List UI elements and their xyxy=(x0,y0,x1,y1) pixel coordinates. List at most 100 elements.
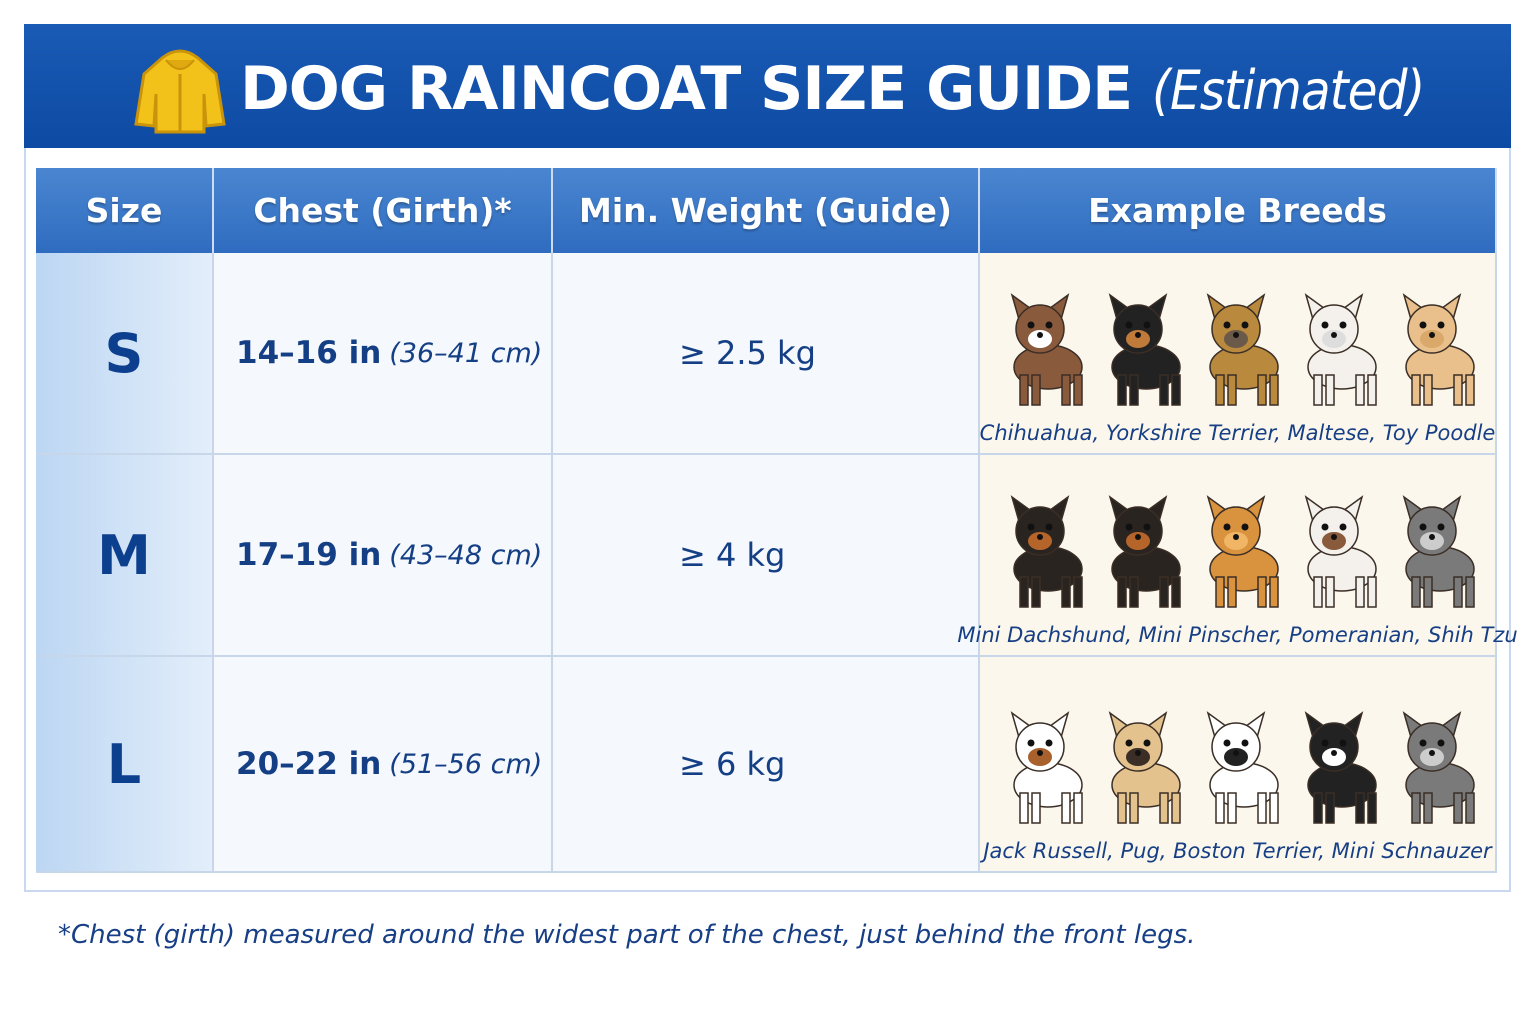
dog-head xyxy=(1406,506,1457,556)
dog-eye xyxy=(1437,523,1444,531)
dog-muzzle xyxy=(1027,532,1052,550)
dog-nose xyxy=(1036,750,1043,756)
dog-eye xyxy=(1241,321,1248,329)
dog-muzzle xyxy=(1125,330,1150,348)
dog-nose xyxy=(1134,332,1141,338)
dog-muzzle xyxy=(1419,748,1444,766)
dog-leg xyxy=(1158,792,1169,824)
dog-eye xyxy=(1125,523,1132,531)
dog-illustration xyxy=(1108,293,1181,406)
dog-muzzle xyxy=(1125,748,1150,766)
dog-head xyxy=(1014,722,1065,772)
dog-nose xyxy=(1036,332,1043,338)
dog-leg xyxy=(1170,576,1181,608)
dog-nose xyxy=(1036,534,1043,540)
dog-leg xyxy=(1422,792,1433,824)
dog-eye xyxy=(1339,321,1346,329)
dog-eye xyxy=(1321,321,1328,329)
dog-head xyxy=(1308,304,1359,354)
dog-leg xyxy=(1256,374,1267,406)
dog-leg xyxy=(1030,792,1041,824)
dog-head xyxy=(1308,506,1359,556)
dog-leg xyxy=(1324,576,1335,608)
dog-head xyxy=(1210,304,1261,354)
footnote: *Chest (girth) measured around the wides… xyxy=(58,920,1196,950)
weight-cell: ≥ 4 kg xyxy=(553,455,980,657)
dog-illustration xyxy=(1206,495,1279,608)
breeds-text: Chihuahua, Yorkshire Terrier, Maltese, T… xyxy=(979,421,1496,445)
dog-nose xyxy=(1232,332,1239,338)
dog-head xyxy=(1210,506,1261,556)
breeds-cell: Mini Dachshund, Mini Pinscher, Pomerania… xyxy=(957,455,1518,657)
dog-eye xyxy=(1143,739,1150,747)
dog-row xyxy=(1010,495,1475,608)
column-header: Example Breeds xyxy=(980,168,1497,253)
dog-muzzle xyxy=(1223,748,1248,766)
dog-leg xyxy=(1214,792,1225,824)
dog-leg xyxy=(1452,374,1463,406)
dog-nose xyxy=(1428,534,1435,540)
dog-leg xyxy=(1060,374,1071,406)
dog-nose xyxy=(1330,332,1337,338)
dog-leg xyxy=(1226,576,1237,608)
dog-leg xyxy=(1452,792,1463,824)
dog-illustration xyxy=(1304,495,1377,608)
dog-illustration xyxy=(1010,293,1083,406)
dog-eye xyxy=(1045,523,1052,531)
dog-leg xyxy=(1170,792,1181,824)
dog-muzzle xyxy=(1027,748,1052,766)
dog-muzzle xyxy=(1419,532,1444,550)
dog-leg xyxy=(1018,374,1029,406)
dog-leg xyxy=(1128,792,1139,824)
dog-illustration xyxy=(1010,495,1083,608)
dog-illustration xyxy=(1206,293,1279,406)
dog-leg xyxy=(1464,576,1475,608)
dog-leg xyxy=(1312,792,1323,824)
dog-leg xyxy=(1312,374,1323,406)
dog-muzzle xyxy=(1027,330,1052,348)
dog-leg xyxy=(1422,576,1433,608)
dog-leg xyxy=(1128,576,1139,608)
dog-leg xyxy=(1072,374,1083,406)
dog-eye xyxy=(1241,523,1248,531)
dog-illustration xyxy=(1402,293,1475,406)
dog-eye xyxy=(1419,321,1426,329)
dog-muzzle xyxy=(1223,532,1248,550)
dog-leg xyxy=(1128,374,1139,406)
weight-cell: ≥ 2.5 kg xyxy=(553,253,980,455)
dog-muzzle xyxy=(1223,330,1248,348)
dog-leg xyxy=(1410,792,1421,824)
column-header: Size xyxy=(36,168,214,253)
dog-leg xyxy=(1170,374,1181,406)
raincoat-icon xyxy=(134,49,226,134)
dog-leg xyxy=(1268,792,1279,824)
dog-eye xyxy=(1339,523,1346,531)
dog-illustration xyxy=(1402,711,1475,824)
dog-head xyxy=(1210,722,1261,772)
breeds-text: Mini Dachshund, Mini Pinscher, Pomerania… xyxy=(957,623,1518,647)
dog-leg xyxy=(1030,576,1041,608)
dog-leg xyxy=(1072,792,1083,824)
dog-illustration xyxy=(1402,495,1475,608)
dog-eye xyxy=(1027,739,1034,747)
dog-row xyxy=(1010,711,1475,824)
dog-leg xyxy=(1030,374,1041,406)
dog-leg xyxy=(1354,792,1365,824)
dog-leg xyxy=(1422,374,1433,406)
dog-eye xyxy=(1125,321,1132,329)
dog-illustration xyxy=(1010,711,1083,824)
chest-cell: 20–22 in (51–56 cm) xyxy=(214,657,553,873)
chest-inches: 20–22 in xyxy=(236,746,382,782)
chest-inches: 14–16 in xyxy=(236,335,382,371)
dog-head xyxy=(1014,506,1065,556)
breeds-cell: Chihuahua, Yorkshire Terrier, Maltese, T… xyxy=(980,253,1497,455)
dog-leg xyxy=(1312,576,1323,608)
header-band xyxy=(24,24,1511,148)
dog-muzzle xyxy=(1321,330,1346,348)
dog-leg xyxy=(1354,374,1365,406)
chest-cell: 14–16 in (36–41 cm) xyxy=(214,253,553,455)
dog-leg xyxy=(1268,576,1279,608)
chest-inches: 17–19 in xyxy=(236,537,382,573)
